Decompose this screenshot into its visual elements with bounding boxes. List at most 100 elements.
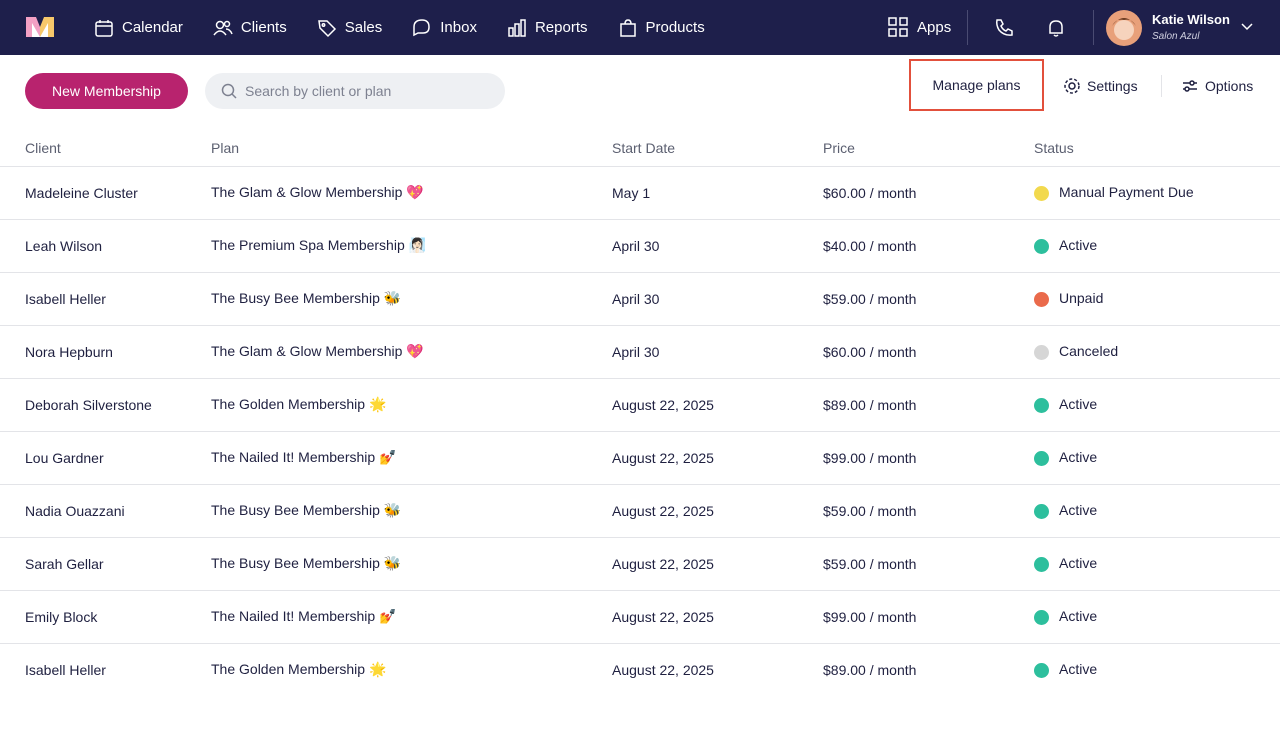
status-dot: [1034, 291, 1049, 307]
cell-start: April 30: [612, 219, 823, 273]
nav-icon: [95, 19, 113, 37]
cell-start: August 22, 2025: [612, 378, 823, 432]
toolbar: New Membership Search by client or plan …: [0, 55, 1280, 130]
status-dot: [1034, 450, 1049, 466]
memberships-table: Client Plan Start Date Price Status Madeleine…: [0, 130, 1280, 696]
nav-label: Reports: [534, 19, 588, 36]
cell-plan: The Golden Membership 🌟: [211, 661, 387, 678]
settings-icon: [1064, 78, 1080, 94]
search-input[interactable]: Search by client or plan: [205, 73, 505, 109]
column-header: Client: [0, 130, 211, 167]
cell-price: $59.00 / month: [823, 272, 1034, 326]
separator: [967, 10, 968, 45]
cell-plan: The Busy Bee Membership 🐝: [211, 537, 612, 591]
table-row[interactable]: Lou Gardner The Nailed It! Membership 💅 Au…: [0, 431, 1280, 485]
search-icon: [221, 83, 237, 99]
status-dot: [1034, 663, 1049, 679]
status-dot: [1034, 238, 1049, 254]
cell-plan: The Glam & Glow Membership 💖: [211, 325, 612, 379]
nav-item[interactable]: Clients: [213, 18, 287, 38]
cell-price: $59.00 / month: [823, 537, 1034, 591]
cell-price: $89.00 / month: [823, 661, 917, 678]
apps-button[interactable]: Apps: [888, 17, 951, 37]
cell-plan: The Nailed It! Membership 💅: [211, 431, 612, 485]
table-row[interactable]: Deborah Silverstone The Golden Membership…: [0, 378, 1280, 432]
nav-icon: [213, 20, 233, 35]
cell-client: Nadia Ouazzani: [0, 484, 211, 538]
cell-price: $59.00 / month: [823, 484, 1034, 538]
nav-icon: [508, 18, 526, 37]
cell-plan: The Busy Bee Membership 🐝: [211, 484, 612, 538]
table-row[interactable]: Leah Wilson The Premium Spa Membership 🧖🏻…: [0, 219, 1280, 273]
settings-label: Settings: [1087, 78, 1138, 94]
cell-start: May 1: [612, 166, 823, 220]
options-label: Options: [1205, 78, 1254, 94]
cell-price: $99.00 / month: [823, 431, 1034, 485]
cell-start: August 22, 2025: [612, 484, 823, 538]
apps-icon: [888, 17, 908, 37]
status-label: Active: [1059, 396, 1098, 413]
separator: [1093, 10, 1094, 45]
status-dot: [1034, 397, 1049, 413]
table-row[interactable]: Sarah Gellar The Busy Bee Membership 🐝 Aug…: [0, 537, 1280, 591]
column-header: Start Date: [612, 130, 823, 167]
table-row[interactable]: Isabell Heller The Golden Membership 🌟 Aug…: [0, 643, 1280, 696]
cell-client: Madeleine Cluster: [0, 166, 211, 220]
cell-status: Unpaid: [1034, 272, 1280, 326]
cell-plan: The Premium Spa Membership 🧖🏻‍♀️: [211, 219, 612, 273]
logo[interactable]: [26, 17, 54, 37]
search-placeholder: Search by client or plan: [245, 83, 392, 99]
salon-name: Salon Azul: [1152, 31, 1200, 42]
cell-status: Canceled: [1034, 325, 1280, 379]
nav-item[interactable]: Reports: [507, 18, 588, 38]
status-label: Active: [1059, 449, 1098, 466]
cell-client: Leah Wilson: [0, 219, 211, 273]
column-header: Price: [823, 130, 1034, 167]
cell-start: August 22, 2025: [612, 661, 714, 678]
cell-start: April 30: [612, 325, 823, 379]
status-dot: [1034, 185, 1049, 201]
manage-plans-button[interactable]: Manage plans: [909, 59, 1044, 111]
table-row[interactable]: Isabell Heller The Busy Bee Membership 🐝 A…: [0, 272, 1280, 326]
nav-icon: [317, 19, 336, 37]
cell-plan: The Glam & Glow Membership 💖: [211, 166, 612, 220]
header-row: Client Plan Start Date Price Status: [0, 130, 1280, 167]
status-dot: [1034, 344, 1049, 360]
new-membership-button[interactable]: New Membership: [25, 73, 188, 109]
table-row[interactable]: Emily Block The Nailed It! Membership 💅 Au…: [0, 590, 1280, 644]
phone-icon[interactable]: [994, 18, 1014, 38]
cell-status: Active: [1034, 431, 1280, 485]
bell-icon[interactable]: [1046, 18, 1066, 38]
cell-client: Lou Gardner: [0, 431, 211, 485]
nav-icon: [413, 18, 431, 36]
options-button[interactable]: Options: [1181, 77, 1253, 95]
cell-price: $99.00 / month: [823, 590, 1034, 644]
settings-button[interactable]: Settings: [1063, 77, 1138, 95]
nav-bar: Calendar Clients Sales Inbox Reports Products…: [0, 0, 1280, 55]
cell-price: $89.00 / month: [823, 378, 1034, 432]
cell-client: Isabell Heller: [25, 661, 106, 678]
cell-client: Nora Hepburn: [0, 325, 211, 379]
table-row[interactable]: Madeleine Cluster The Glam & Glow Members…: [0, 166, 1280, 220]
cell-status: Active: [1034, 643, 1280, 696]
nav-item[interactable]: Products: [618, 18, 705, 38]
table-row[interactable]: Nadia Ouazzani The Busy Bee Membership 🐝 A…: [0, 484, 1280, 538]
cell-price: $60.00 / month: [823, 325, 1034, 379]
cell-status: Active: [1034, 219, 1280, 273]
column-header: Status: [1034, 130, 1280, 167]
nav-item[interactable]: Inbox: [412, 18, 477, 38]
cell-plan: The Golden Membership 🌟: [211, 378, 612, 432]
nav-item[interactable]: Calendar: [94, 18, 183, 38]
column-header: Plan: [211, 130, 612, 167]
cell-start: August 22, 2025: [612, 431, 823, 485]
avatar[interactable]: [1106, 10, 1142, 46]
table-row[interactable]: Nora Hepburn The Glam & Glow Membership 💖…: [0, 325, 1280, 379]
cell-client: Isabell Heller: [0, 272, 211, 326]
nav-label: Calendar: [122, 19, 183, 36]
cell-start: August 22, 2025: [612, 537, 823, 591]
nav-item[interactable]: Sales: [317, 18, 383, 38]
cell-client: Deborah Silverstone: [0, 378, 211, 432]
status-dot: [1034, 609, 1049, 625]
nav-label: Sales: [344, 19, 383, 36]
user-menu-chevron[interactable]: [1241, 23, 1253, 31]
